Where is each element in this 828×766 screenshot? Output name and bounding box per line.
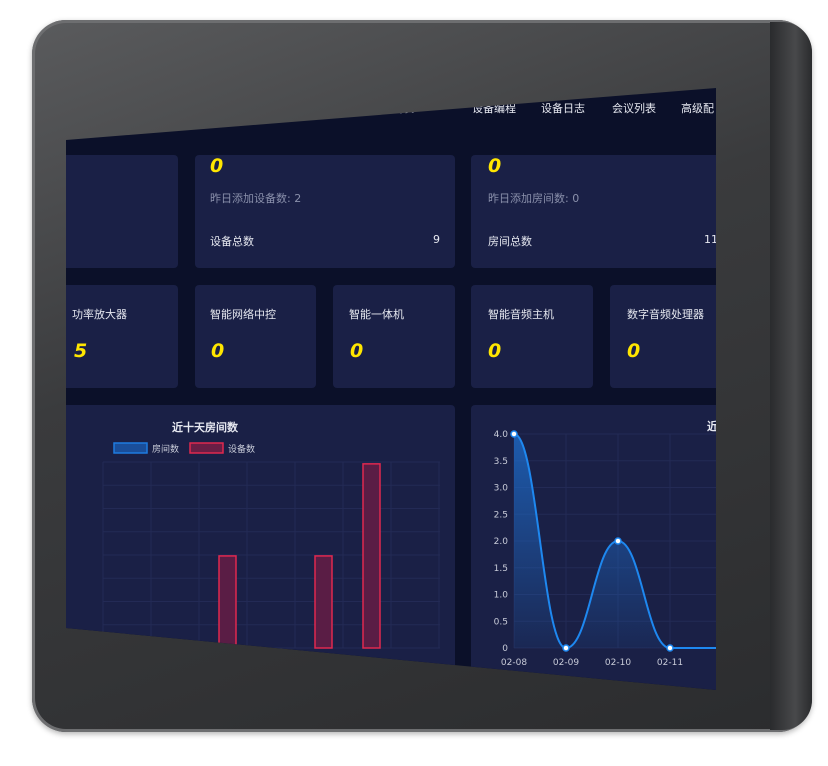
- y-tick-label: 2.0: [494, 537, 509, 547]
- device-card-value: 5: [74, 340, 88, 362]
- device-card-label: 智能一体机: [349, 308, 404, 321]
- yesterday-added-rooms: 昨日添加房间数: 0: [488, 192, 580, 205]
- y-tick-label: 1.0: [494, 591, 509, 601]
- device-card-label: 智能网络中控: [210, 308, 276, 321]
- y-tick-label: 1.5: [494, 564, 508, 574]
- device-card-dsp[interactable]: 数字音频处理器 0: [610, 285, 716, 388]
- y-tick-label: 0.5: [494, 617, 508, 627]
- device-card-value: 0: [488, 340, 502, 362]
- y-tick-label: 0: [502, 644, 508, 654]
- room-count-value: 0: [488, 155, 502, 177]
- legend-label-rooms: 房间数: [152, 443, 179, 455]
- device-total-value: 9: [433, 233, 440, 246]
- legend-swatch-rooms[interactable]: [113, 442, 148, 454]
- bar-chart-title: 近十天房间数: [172, 420, 239, 434]
- bar-devices[interactable]: [314, 555, 333, 649]
- y-tick-label: 2.5: [494, 510, 508, 520]
- device-card-label: 数字音频处理器: [627, 308, 704, 321]
- device-card-network-controller[interactable]: 智能网络中控 0: [195, 285, 316, 388]
- x-tick-label: 02-08: [501, 658, 527, 668]
- nav-item-device-log[interactable]: 设备日志: [541, 102, 585, 115]
- bar-chart-panel: 近十天房间数 房间数 设备数: [66, 405, 455, 690]
- device-card-label: 智能音频主机: [488, 308, 554, 321]
- line-chart-panel: 0 0.5 1.0 1.5 2.0 2.5 3.0 3.5 4.0 02-08 02-09 02-10…: [471, 405, 716, 690]
- x-tick-label: 02-10: [605, 658, 631, 668]
- y-tick-label: 4.0: [494, 430, 509, 440]
- bar-chart: 近十天房间数 房间数 设备数: [102, 420, 440, 649]
- data-point[interactable]: [510, 430, 518, 438]
- device-card-value: 0: [627, 340, 641, 362]
- line-chart: 0 0.5 1.0 1.5 2.0 2.5 3.0 3.5 4.0 02-08 02-09 02-10…: [494, 419, 716, 668]
- device-card-value: 0: [211, 340, 225, 362]
- device-count-value: 0: [210, 155, 224, 177]
- device-card-amplifier[interactable]: 功率放大器 5: [66, 285, 178, 388]
- yesterday-added-devices: 昨日添加设备数: 2: [210, 192, 302, 205]
- x-tick-label: 02-09: [553, 658, 579, 668]
- data-point[interactable]: [666, 644, 674, 652]
- data-point[interactable]: [614, 537, 622, 545]
- nav-item-advanced-config[interactable]: 高级配: [681, 102, 714, 115]
- device-card-value: 0: [350, 340, 364, 362]
- device-card-all-in-one[interactable]: 智能一体机 0: [333, 285, 455, 388]
- device-card-audio-host[interactable]: 智能音频主机 0: [471, 285, 593, 388]
- device-total-label: 设备总数: [210, 235, 254, 248]
- bar-devices[interactable]: [218, 555, 237, 649]
- y-tick-label: 3.0: [494, 484, 509, 494]
- room-summary-card: 0 昨日添加房间数: 0 房间总数 11: [471, 155, 716, 268]
- room-total-label: 房间总数: [488, 235, 532, 248]
- bar-devices[interactable]: [362, 463, 381, 649]
- room-total-value: 11: [704, 233, 716, 246]
- x-tick-label: 02-11: [657, 658, 683, 668]
- nav-item-meeting-list[interactable]: 会议列表: [612, 102, 656, 115]
- legend-label-devices: 设备数: [228, 443, 255, 455]
- tablet-side-edge: [770, 22, 812, 730]
- y-tick-label: 3.5: [494, 457, 508, 467]
- device-card-label: 功率放大器: [72, 308, 127, 321]
- legend-swatch-devices[interactable]: [189, 442, 224, 454]
- data-point[interactable]: [562, 644, 570, 652]
- device-summary-card: 0 昨日添加设备数: 2 设备总数 9: [195, 155, 455, 268]
- summary-card-blank: [66, 155, 178, 268]
- line-chart-title: 近: [707, 419, 716, 433]
- tablet-screen: 列表 设备编程 设备日志 会议列表 高级配 0 昨日添加设备数: 2 设备总数 …: [66, 88, 716, 690]
